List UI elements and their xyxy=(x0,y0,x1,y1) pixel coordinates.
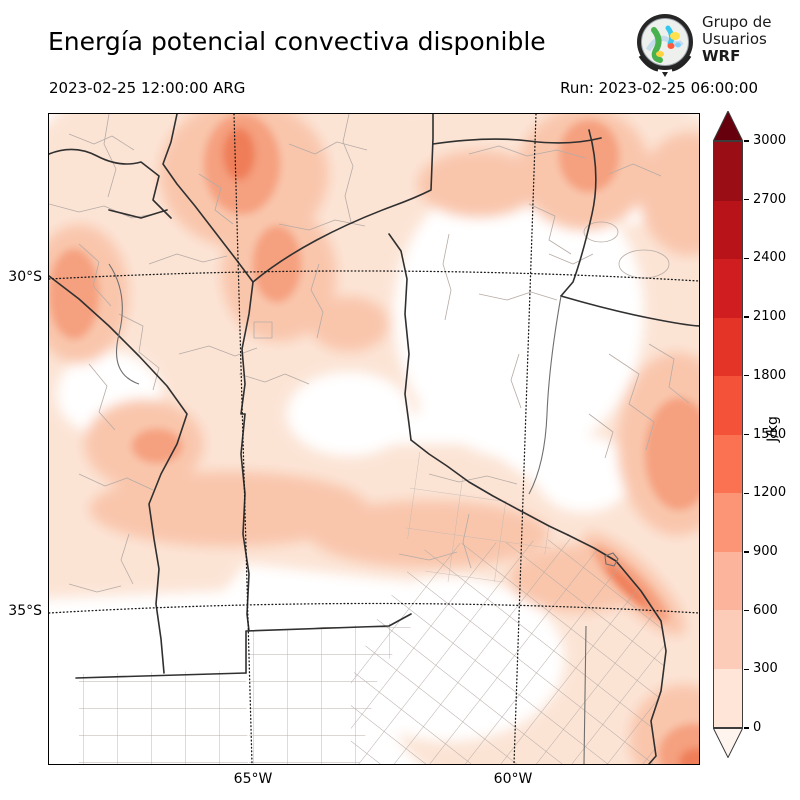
colorbar-tick-label: 1500 xyxy=(753,426,787,442)
colorbar-tick-label: 300 xyxy=(753,661,778,677)
logo-line-1: Grupo de xyxy=(702,13,772,31)
colorbar-tick-label: 2100 xyxy=(753,309,787,325)
colorbar-tick-mark xyxy=(744,140,749,142)
colorbar-segment xyxy=(714,200,742,259)
colorbar-tick-label: 2400 xyxy=(753,250,787,266)
colorbar-tick-label: 1200 xyxy=(753,485,787,501)
colorbar-segment xyxy=(714,317,742,376)
map-panel xyxy=(48,113,700,765)
colorbar-ticks: 0 300 600 900 1200 1500 1800 2100 2400 2700 3000 xyxy=(713,133,793,735)
colorbar-tick-mark xyxy=(744,551,749,553)
colorbar-segment xyxy=(714,610,742,669)
colorbar-segment xyxy=(714,259,742,318)
colorbar-tick-label: 3000 xyxy=(753,133,787,148)
colorbar-segment xyxy=(714,493,742,552)
colorbar-segment xyxy=(714,551,742,610)
colorbar-extend-max-arrow xyxy=(713,111,743,141)
wrf-logo-text: Grupo de Usuarios WRF xyxy=(702,14,772,65)
colorbar xyxy=(713,111,743,758)
colorbar-tick-label: 2700 xyxy=(753,191,787,207)
graticule xyxy=(49,114,699,764)
colorbar-tick-mark xyxy=(744,316,749,318)
colorbar-segment xyxy=(714,142,742,201)
colorbar-tick-label: 600 xyxy=(753,602,778,618)
colorbar-unit-label: J/kg xyxy=(765,416,781,442)
valid-time-label: 2023-02-25 12:00:00 ARG xyxy=(49,79,246,97)
run-time-label: Run: 2023-02-25 06:00:00 xyxy=(560,79,758,97)
colorbar-tick-mark xyxy=(744,609,749,612)
logo-line-3: WRF xyxy=(702,47,741,65)
colorbar-extend-min-arrow xyxy=(713,728,743,758)
colorbar-tick-label: 1800 xyxy=(753,367,787,383)
colorbar-tick-mark xyxy=(744,668,749,670)
lat-tick-label-35s: 35°S xyxy=(8,603,42,619)
colorbar-tick-label: 0 xyxy=(753,720,762,735)
lon-tick-label-60w: 60°W xyxy=(493,771,533,787)
colorbar-segment xyxy=(714,668,742,727)
colorbar-tick-mark xyxy=(744,199,749,201)
colorbar-segments xyxy=(713,141,743,728)
colorbar-tick-mark xyxy=(744,727,749,729)
colorbar-tick-mark xyxy=(744,492,749,494)
secondary-borders xyxy=(108,263,619,764)
colorbar-segment xyxy=(714,376,742,435)
wrf-logo-emblem-icon xyxy=(637,14,693,77)
colorbar-tick-mark xyxy=(744,257,749,260)
colorbar-tick-mark xyxy=(744,433,749,436)
colorbar-segment xyxy=(714,434,742,493)
wrf-users-group-logo: Grupo de Usuarios WRF xyxy=(634,11,794,77)
lon-tick-label-65w: 65°W xyxy=(233,771,273,787)
department-borders xyxy=(49,114,690,764)
page-title: Energía potencial convectiva disponible xyxy=(48,27,546,56)
province-borders xyxy=(49,114,699,764)
colorbar-tick-label: 900 xyxy=(753,543,778,559)
colorbar-tick-mark xyxy=(744,375,749,377)
lat-tick-label-30s: 30°S xyxy=(8,269,42,285)
logo-line-2: Usuarios xyxy=(702,30,767,48)
cape-map xyxy=(49,114,699,764)
